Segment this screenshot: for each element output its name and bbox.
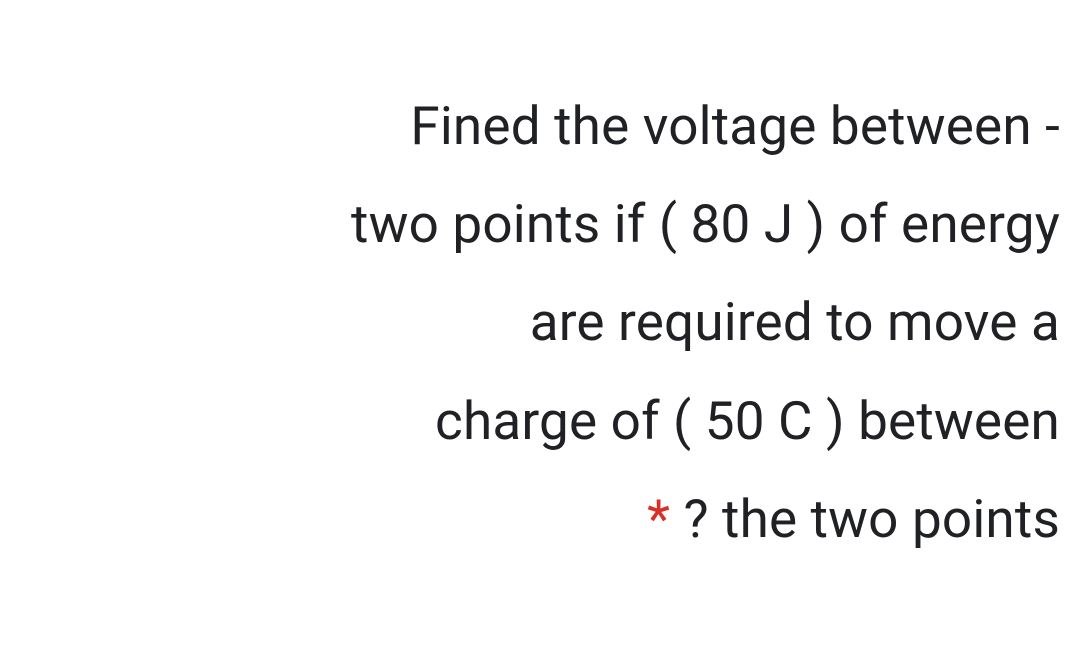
question-line-3: are required to move a: [0, 273, 1060, 371]
question-line-5-text: ? the two points: [670, 488, 1060, 550]
required-asterisk-icon: *: [647, 488, 670, 550]
question-line-5: * ? the two points: [0, 470, 1060, 568]
question-line-2: two points if ( 80 J ) of energy: [0, 175, 1060, 273]
question-block: Fined the voltage between - two points i…: [0, 77, 1060, 567]
question-line-4: charge of ( 50 C ) between: [0, 372, 1060, 470]
question-line-1: Fined the voltage between -: [0, 77, 1060, 175]
